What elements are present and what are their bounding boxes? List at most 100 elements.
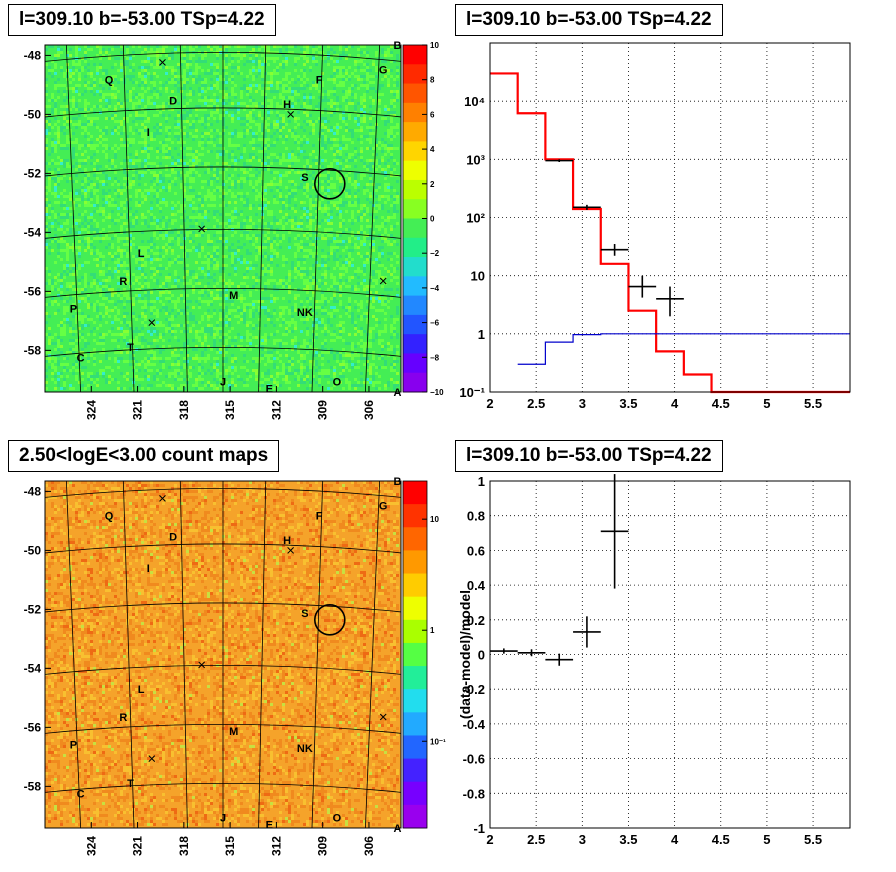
colorbar-tick-label: −8 xyxy=(430,353,440,362)
region-label: Q xyxy=(105,75,114,87)
y-tick-label: 10² xyxy=(466,211,485,226)
colorbar-tick-label: 10 xyxy=(430,41,439,50)
x-tick-label: 5 xyxy=(763,396,770,411)
region-label: E xyxy=(266,384,273,396)
region-label: S xyxy=(301,608,308,620)
y-tick-label: 10³ xyxy=(466,152,485,167)
region-label: C xyxy=(77,788,85,800)
count-map-title: 2.50<logE<3.00 count maps xyxy=(8,440,279,472)
y-tick-label: 10⁴ xyxy=(464,94,485,109)
x-tick-label: 315 xyxy=(223,836,237,856)
region-label: D xyxy=(169,532,177,544)
region-label: B xyxy=(393,476,401,488)
colorbar-segment xyxy=(403,296,427,316)
colorbar-segment xyxy=(403,122,427,142)
x-tick-label: 4 xyxy=(671,396,679,411)
colorbar-tick-label: 8 xyxy=(430,76,435,85)
colorbar-segment xyxy=(403,689,427,713)
x-tick-label: 309 xyxy=(316,836,330,856)
x-tick-label: 2.5 xyxy=(527,832,545,847)
x-tick-label: 318 xyxy=(177,836,191,856)
region-label: E xyxy=(266,820,273,832)
colorbar-segment xyxy=(403,782,427,806)
colorbar-tick-label: 10⁻¹ xyxy=(430,737,446,746)
x-tick-label: 306 xyxy=(362,400,376,420)
y-tick-label: -48 xyxy=(24,48,42,62)
colorbar-segment xyxy=(403,574,427,598)
region-label: I xyxy=(147,127,150,139)
region-label: H xyxy=(283,99,291,111)
y-tick-label: 1 xyxy=(478,474,485,489)
colorbar-segment xyxy=(403,373,427,393)
x-tick-label: 312 xyxy=(269,400,283,420)
y-tick-label: -1 xyxy=(473,821,485,836)
x-tick-label: 2 xyxy=(486,832,493,847)
y-tick-label: 1 xyxy=(478,327,485,342)
colorbar-segment xyxy=(403,643,427,667)
region-label: D xyxy=(169,96,177,108)
y-tick-label: -54 xyxy=(24,225,42,239)
colorbar-segment xyxy=(403,805,427,829)
colorbar-segment xyxy=(403,276,427,296)
x-tick-label: 315 xyxy=(223,400,237,420)
region-label: R xyxy=(119,712,127,724)
colorbar-segment xyxy=(403,620,427,644)
colorbar-segment xyxy=(403,84,427,104)
x-tick-label: 4 xyxy=(671,832,679,847)
colorbar-segment xyxy=(403,161,427,181)
y-tick-label: 10⁻¹ xyxy=(459,385,485,400)
region-label: A xyxy=(393,823,401,835)
x-tick-label: 306 xyxy=(362,836,376,856)
count-map: Q FGD HISLRMNKPCTJEOBA-48-50-52-54-56-5832… xyxy=(24,476,446,856)
colorbar-segment xyxy=(403,504,427,528)
colorbar-segment xyxy=(403,315,427,335)
x-tick-label: 3.5 xyxy=(619,396,637,411)
x-tick-label: 324 xyxy=(84,400,98,420)
x-tick-label: 3 xyxy=(579,832,586,847)
colorbar-tick-label: −6 xyxy=(430,319,440,328)
colorbar-tick-label: 2 xyxy=(430,180,435,189)
x-tick-label: 321 xyxy=(131,400,145,420)
y-tick-label: -56 xyxy=(24,720,42,734)
x-tick-label: 2.5 xyxy=(527,396,545,411)
x-tick-label: 4.5 xyxy=(712,832,730,847)
colorbar-segment xyxy=(403,550,427,574)
colorbar-tick-label: 6 xyxy=(430,110,435,119)
spectrum-title: l=309.10 b=-53.00 TSp=4.22 xyxy=(455,4,723,36)
residual-plot: 2 2.5 3 3.5 4 4.5 5 5.5-1-0.8-0.6-0.4-0.200.20.… xyxy=(457,474,850,847)
y-tick-label: -50 xyxy=(24,107,42,121)
colorbar-tick-label: −10 xyxy=(430,388,444,397)
y-tick-label: -58 xyxy=(24,779,42,793)
region-label: I xyxy=(147,563,150,575)
region-label: NK xyxy=(297,307,313,319)
region-label: G xyxy=(379,500,388,512)
model-histogram xyxy=(490,73,850,392)
colorbar-tick-label: 0 xyxy=(430,215,435,224)
colorbar-segment xyxy=(403,481,427,505)
region-label: R xyxy=(119,276,127,288)
figure-canvas: Q FGD HISLRMNKPCTJEOBA-48-50-52-54-56-5832… xyxy=(0,0,896,872)
region-label: P xyxy=(70,304,77,316)
x-tick-label: 324 xyxy=(84,836,98,856)
colorbar-segment xyxy=(403,353,427,373)
region-label: F xyxy=(316,75,323,87)
y-tick-label: -50 xyxy=(24,543,42,557)
colorbar-segment xyxy=(403,666,427,690)
x-tick-label: 318 xyxy=(177,400,191,420)
x-tick-label: 3.5 xyxy=(619,832,637,847)
colorbar-segment xyxy=(403,735,427,759)
region-label: H xyxy=(283,535,291,547)
colorbar-tick-label: −4 xyxy=(430,284,440,293)
y-tick-label: -52 xyxy=(24,166,42,180)
colorbar-segment xyxy=(403,103,427,123)
colorbar-segment xyxy=(403,199,427,219)
region-label: O xyxy=(333,813,342,825)
region-label: Q xyxy=(105,511,114,523)
y-tick-label: 0 xyxy=(478,648,485,663)
region-label: T xyxy=(127,342,134,354)
y-tick-label: 10 xyxy=(471,269,485,284)
colorbar-segment xyxy=(403,759,427,783)
region-label: NK xyxy=(297,743,313,755)
sky-model-map: Q FGD HISLRMNKPCTJEOBA-48-50-52-54-56-5832… xyxy=(24,40,444,420)
